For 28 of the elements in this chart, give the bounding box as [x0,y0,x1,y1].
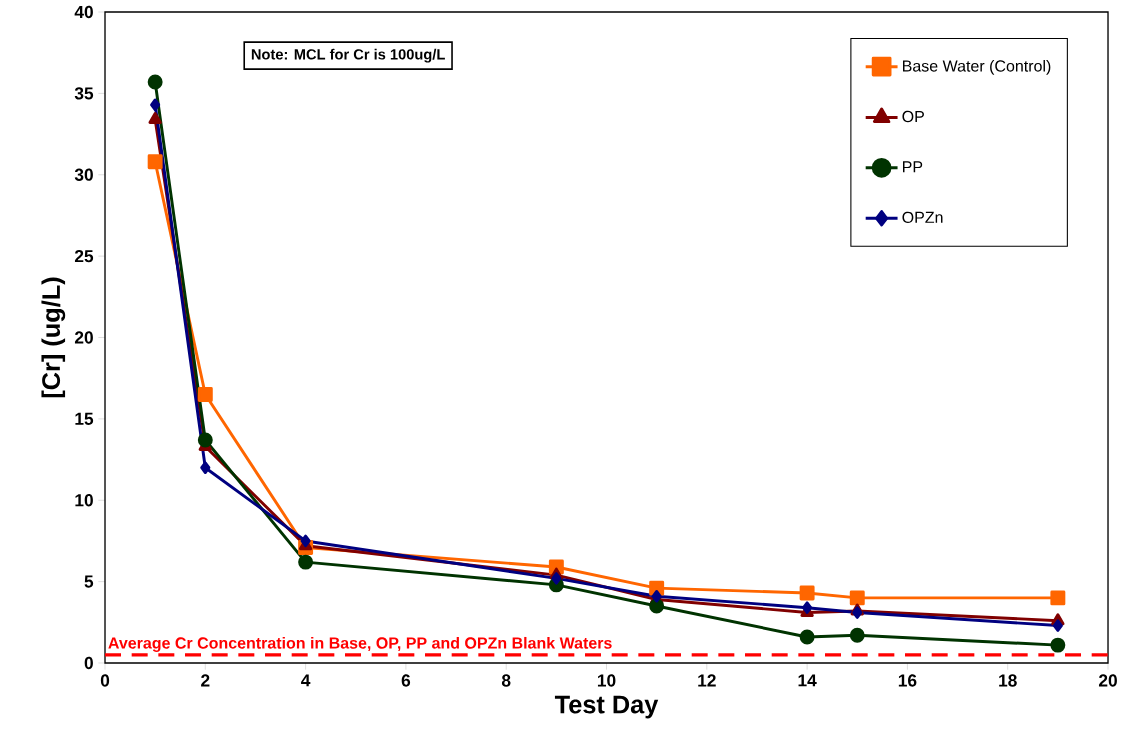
x-tick-label: 10 [597,674,616,687]
x-tick-label: 0 [100,674,110,687]
legend-label: OPZn [902,211,943,223]
y-tick-label: 15 [75,412,94,425]
x-axis-title: Test Day [554,695,659,719]
y-tick-label: 10 [75,494,93,507]
ref-line-label: Average Cr Concentration in Base, OP, PP and OPZn Blank Waters [108,636,612,652]
x-tick-label: 14 [798,674,817,687]
x-tick-label: 18 [999,674,1017,687]
x-tick-label: 16 [898,674,917,687]
legend-label: OP [902,110,924,123]
y-tick-label: 5 [84,575,94,588]
x-tick-label: 12 [698,674,716,687]
y-axis-title: [Cr] (ug/L) [41,277,66,398]
x-tick-label: 6 [401,674,411,687]
annotation: Note: MCL for Cr is 100ug/L [251,48,445,63]
y-tick-label: 20 [74,331,93,344]
y-tick-label: 35 [74,87,94,100]
y-tick-label: 30 [74,168,93,181]
x-tick-label: 8 [501,674,511,687]
y-tick-label: 40 [74,5,93,19]
x-tick-label: 4 [301,674,311,687]
x-tick-label: 20 [1098,674,1117,687]
x-tick-label: 2 [201,674,210,687]
y-tick-label: 0 [84,656,93,670]
legend-label: Base Water (Control) [903,59,1051,75]
y-tick-label: 25 [74,249,94,263]
legend-label: PP [903,161,923,173]
